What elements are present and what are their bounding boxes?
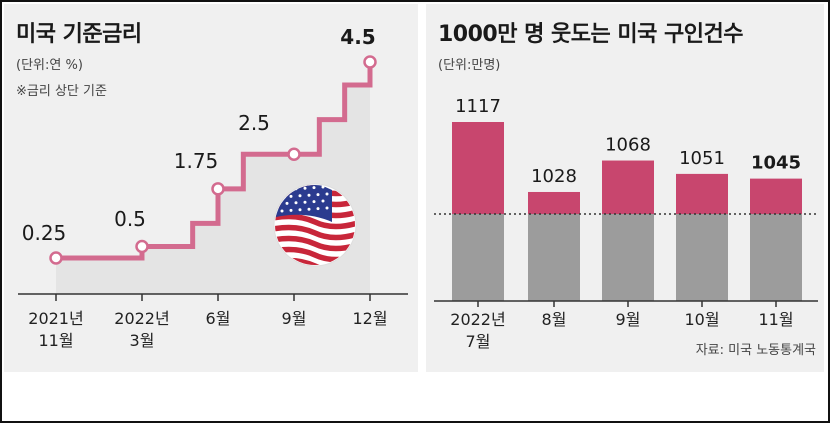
rate-chart-unit: (단위:연 %) [16, 58, 83, 73]
interest-rate-panel: 미국 기준금리 (단위:연 %) ※금리 상단 기준 0.25 0.5 1.75 2.… [4, 4, 418, 372]
bar-excess [452, 122, 504, 214]
source-note: 자료: 미국 노동통계국 [696, 343, 816, 358]
bar-base [602, 214, 654, 301]
rate-x-tick-label: 11월 [38, 331, 73, 350]
rate-line [56, 62, 373, 261]
rate-chart-note: ※금리 상단 기준 [16, 84, 107, 99]
rate-line-chart: 0.25 0.5 1.75 2.5 4.5 2021년 11월 2022년 3월 6월 9월 12월 [18, 25, 408, 350]
bar-value-label: 1068 [605, 135, 651, 156]
rate-chart-title: 미국 기준금리 [16, 22, 142, 47]
openings-chart-unit: (단위:만명) [438, 58, 501, 73]
bar-category-label: 2022년 [450, 310, 505, 329]
bar-value-label: 1117 [455, 96, 501, 117]
openings-bar-chart: 1117 1028 1068 1051 1045 2022년 7월 8월 9월 10월 11월자료:… [434, 96, 818, 358]
rate-marker [49, 251, 63, 265]
bar-base [452, 214, 504, 301]
rate-marker [363, 55, 377, 69]
bar-category-label: 11월 [758, 310, 793, 329]
rate-marker [211, 182, 225, 196]
bar-excess [528, 191, 580, 214]
rate-x-tick-label: 6월 [206, 309, 231, 328]
bottom-strip [4, 374, 826, 419]
bar-excess [676, 173, 728, 214]
rate-value-label: 0.25 [22, 221, 67, 245]
bar-category-label: 7월 [466, 332, 491, 351]
bar-base [750, 214, 802, 301]
bar-category-label: 8월 [542, 310, 567, 329]
rate-value-label: 1.75 [174, 149, 219, 173]
bar-value-label: 1051 [679, 148, 725, 169]
rate-x-tick-label: 2021년 [28, 309, 83, 328]
bar-base [528, 214, 580, 301]
rate-value-label: 2.5 [238, 111, 270, 135]
bar-excess [750, 178, 802, 214]
openings-chart-title: 1000만 명 웃도는 미국 구인건수 [438, 22, 744, 47]
bar-excess [602, 160, 654, 214]
rate-marker [135, 239, 149, 254]
rate-x-tick-label: 9월 [282, 309, 307, 328]
rate-x-tick-label: 12월 [352, 309, 387, 328]
bar-category-label: 9월 [616, 310, 641, 329]
rate-value-label: 0.5 [114, 207, 146, 231]
bar-value-label: 1045 [751, 153, 801, 174]
rate-marker [287, 147, 301, 161]
bar-category-label: 10월 [684, 310, 719, 329]
job-openings-panel: 1000만 명 웃도는 미국 구인건수 (단위:만명) 1117 1028 1068… [426, 4, 824, 372]
rate-x-tick-label: 3월 [130, 331, 155, 350]
bar-value-label: 1028 [531, 166, 577, 187]
rate-x-tick-label: 2022년 [114, 309, 169, 328]
rate-value-label: 4.5 [340, 25, 375, 49]
bar-base [676, 214, 728, 301]
